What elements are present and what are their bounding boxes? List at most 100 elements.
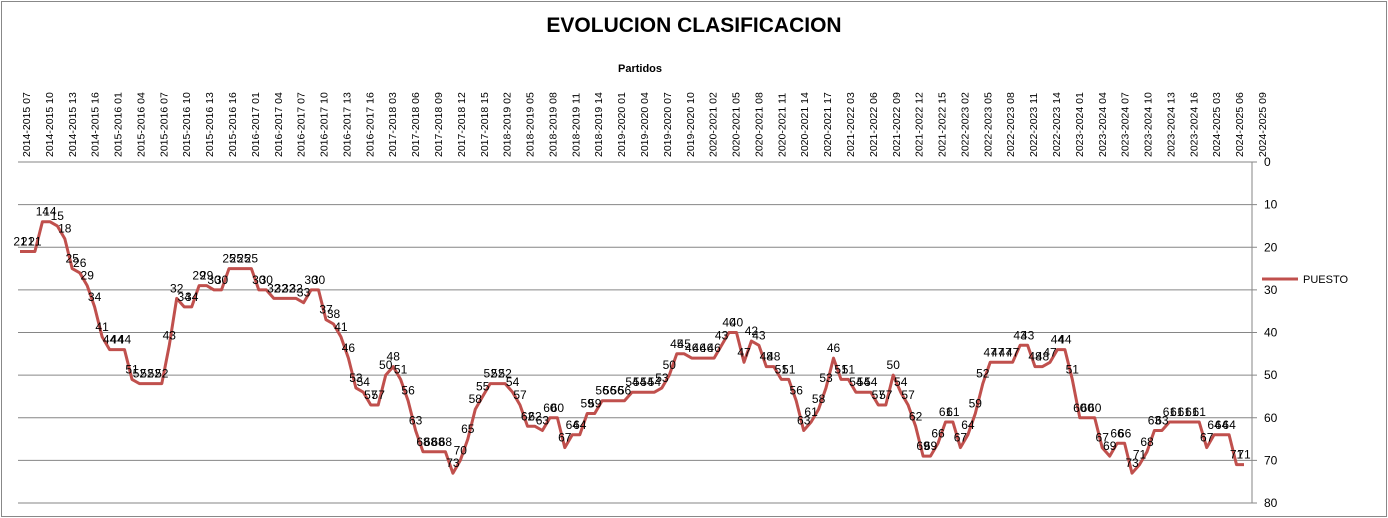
data-label: 52 <box>491 367 505 381</box>
data-label: 54 <box>894 375 908 389</box>
data-label: 29 <box>81 269 95 283</box>
x-axis-ticks: 2014-2015 07 2014-2015 10 2014-2015 13 2014… <box>21 92 1269 157</box>
data-label: 56 <box>401 384 415 398</box>
data-label: 64 <box>566 418 580 432</box>
x-tick-label: 2016-2017 13 <box>341 92 353 157</box>
x-tick-label: 2021-2022 09 <box>891 92 903 157</box>
x-tick-label: 2018-2019 08 <box>547 92 559 157</box>
x-tick-label: 2014-2015 13 <box>67 92 79 157</box>
data-label: 61 <box>1163 405 1177 419</box>
data-label: 46 <box>685 341 699 355</box>
x-tick-label: 2023-2024 16 <box>1188 92 1200 157</box>
data-label: 52 <box>140 367 154 381</box>
data-label: 15 <box>51 209 65 223</box>
data-label: 51 <box>394 362 408 376</box>
data-label: 33 <box>297 286 311 300</box>
data-label: 21 <box>21 235 35 249</box>
y-tick-label: 80 <box>1264 496 1278 510</box>
data-label: 56 <box>603 384 617 398</box>
x-tick-label: 2020-2021 14 <box>799 92 811 157</box>
data-label: 54 <box>625 375 639 389</box>
data-label: 40 <box>730 316 744 330</box>
data-label: 54 <box>864 375 878 389</box>
data-label: 69 <box>924 439 938 453</box>
data-label: 67 <box>558 431 572 445</box>
y-tick-label: 30 <box>1264 283 1278 297</box>
data-label: 18 <box>58 222 72 236</box>
x-tick-label: 2019-2020 01 <box>616 92 628 157</box>
data-label: 47 <box>1043 345 1057 359</box>
data-label: 57 <box>513 388 527 402</box>
x-tick-label: 2017-2018 09 <box>433 92 445 157</box>
data-label: 57 <box>872 388 886 402</box>
data-label: 51 <box>125 362 139 376</box>
x-axis-title: Partidos <box>618 63 662 75</box>
data-label: 71 <box>1133 448 1147 462</box>
data-label: 38 <box>327 307 341 321</box>
data-label: 30 <box>260 273 274 287</box>
data-label: 55 <box>476 379 490 393</box>
data-label: 73 <box>1125 456 1139 470</box>
data-label: 71 <box>1237 448 1251 462</box>
data-label: 30 <box>304 273 318 287</box>
x-tick-label: 2022-2023 05 <box>982 92 994 157</box>
data-label: 60 <box>1088 401 1102 415</box>
x-tick-label: 2023-2024 10 <box>1143 92 1155 157</box>
x-tick-label: 2020-2021 08 <box>753 92 765 157</box>
data-label: 63 <box>797 414 811 428</box>
data-label: 52 <box>498 367 512 381</box>
data-label: 56 <box>618 384 632 398</box>
y-tick-label: 20 <box>1264 240 1278 254</box>
data-label: 64 <box>1215 418 1229 432</box>
y-tick-label: 0 <box>1264 155 1271 169</box>
x-tick-label: 2021-2022 03 <box>845 92 857 157</box>
data-label: 63 <box>1155 414 1169 428</box>
x-tick-label: 2017-2018 06 <box>410 92 422 157</box>
data-label: 43 <box>752 328 766 342</box>
data-label: 56 <box>595 384 609 398</box>
data-label: 32 <box>282 281 296 295</box>
y-axis-ticks: 0 10 20 30 40 50 60 70 80 <box>1252 155 1278 510</box>
data-label: 62 <box>528 409 542 423</box>
data-label: 59 <box>581 397 595 411</box>
y-tick-label: 50 <box>1264 368 1278 382</box>
data-label: 21 <box>13 235 27 249</box>
data-label: 61 <box>1170 405 1184 419</box>
data-label: 26 <box>73 256 87 270</box>
data-label: 53 <box>349 371 363 385</box>
gridlines <box>18 161 1252 504</box>
x-tick-label: 2020-2021 05 <box>731 92 743 157</box>
data-label: 61 <box>1185 405 1199 419</box>
data-label: 68 <box>416 435 430 449</box>
data-label: 54 <box>849 375 863 389</box>
x-tick-label: 2016-2017 04 <box>273 92 285 157</box>
data-label: 48 <box>1028 350 1042 364</box>
data-label: 51 <box>842 362 856 376</box>
data-label: 40 <box>722 316 736 330</box>
data-label: 57 <box>901 388 915 402</box>
x-tick-label: 2023-2024 13 <box>1165 92 1177 157</box>
y-tick-label: 10 <box>1264 198 1278 212</box>
x-tick-label: 2017-2018 12 <box>456 92 468 157</box>
data-label: 50 <box>663 358 677 372</box>
data-label: 61 <box>939 405 953 419</box>
data-label: 62 <box>909 409 923 423</box>
data-label: 69 <box>1103 439 1117 453</box>
data-label: 44 <box>1051 333 1065 347</box>
data-label: 43 <box>715 328 729 342</box>
data-label: 25 <box>237 252 251 266</box>
data-label: 59 <box>969 397 983 411</box>
data-label: 64 <box>1207 418 1221 432</box>
data-label: 25 <box>245 252 259 266</box>
x-tick-label: 2018-2019 14 <box>593 92 605 157</box>
data-label: 44 <box>118 333 132 347</box>
data-label: 61 <box>1178 405 1192 419</box>
x-tick-label: 2016-2017 01 <box>250 92 262 157</box>
data-label: 60 <box>1073 401 1087 415</box>
data-label: 52 <box>155 367 169 381</box>
data-label: 46 <box>827 341 841 355</box>
x-tick-label: 2023-2024 04 <box>1097 92 1109 157</box>
data-label: 56 <box>610 384 624 398</box>
data-label: 34 <box>178 290 192 304</box>
